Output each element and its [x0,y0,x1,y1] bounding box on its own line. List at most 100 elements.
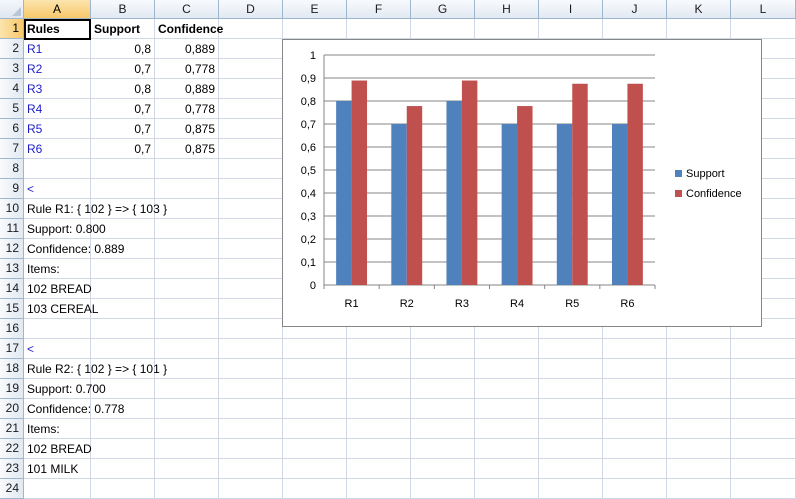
row-header-1[interactable]: 1 [0,19,24,39]
x-tick-label-r6: R6 [620,298,634,310]
cell-rule-r2[interactable]: R2 [27,62,43,76]
x-tick-label-r4: R4 [510,298,524,310]
row-header-23[interactable]: 23 [0,459,24,479]
cell-a18-text[interactable]: Rule R2: { 102 } => { 101 } [27,362,168,376]
row-header-24[interactable]: 24 [0,479,24,499]
row-header-12[interactable]: 12 [0,239,24,259]
x-tick-label-r3: R3 [455,298,469,310]
row-header-3[interactable]: 3 [0,59,24,79]
column-header-i[interactable]: I [539,0,603,19]
row-header-20[interactable]: 20 [0,399,24,419]
row-header-5[interactable]: 5 [0,99,24,119]
x-tick-label-r5: R5 [565,298,579,310]
row-header-4[interactable]: 4 [0,79,24,99]
row-header-10[interactable]: 10 [0,199,24,219]
cell-a19-text[interactable]: Support: 0.700 [27,382,106,396]
cell-support-r1[interactable]: 0,8 [134,42,151,56]
row-header-19[interactable]: 19 [0,379,24,399]
cell-a22-text[interactable]: 102 BREAD [27,442,92,456]
row-header-18[interactable]: 18 [0,359,24,379]
row-header-16[interactable]: 16 [0,319,24,339]
row-header-14[interactable]: 14 [0,279,24,299]
row-header-9[interactable]: 9 [0,179,24,199]
bar-confidence-r6 [627,83,643,285]
y-tick-label: 1 [310,50,316,62]
cell-support-r6[interactable]: 0,7 [134,142,151,156]
column-header-h[interactable]: H [475,0,539,19]
cell-support-r2[interactable]: 0,7 [134,62,151,76]
column-gridline [90,19,91,499]
cell-a23-text[interactable]: 101 MILK [27,462,79,476]
column-header-a[interactable]: A [24,0,91,19]
x-tick-label-r2: R2 [400,298,414,310]
y-tick-label: 0,1 [301,257,316,269]
cell-confidence-r2[interactable]: 0,778 [184,62,215,76]
row-header-7[interactable]: 7 [0,139,24,159]
row-header-13[interactable]: 13 [0,259,24,279]
cell-c1-header[interactable]: Confidence [158,22,224,36]
column-header-l[interactable]: L [731,0,796,19]
y-tick-label: 0,8 [301,96,316,108]
bar-support-r5 [556,124,573,285]
cell-support-r5[interactable]: 0,7 [134,122,151,136]
row-header-17[interactable]: 17 [0,339,24,359]
cell-rule-r3[interactable]: R3 [27,82,43,96]
column-gridline [218,19,219,499]
cell-a11-text[interactable]: Support: 0.800 [27,222,106,236]
cell-b1-header[interactable]: Support [94,22,140,36]
cell-rule-r6[interactable]: R6 [27,142,43,156]
column-header-b[interactable]: B [91,0,155,19]
column-header-c[interactable]: C [155,0,219,19]
cell-confidence-r3[interactable]: 0,889 [184,82,215,96]
bar-support-r1 [336,101,352,285]
column-header-e[interactable]: E [283,0,347,19]
row-header-6[interactable]: 6 [0,119,24,139]
y-tick-label: 0,2 [301,234,316,246]
cell-rule-r1[interactable]: R1 [27,42,43,56]
row-gridline [24,458,796,459]
column-header-g[interactable]: G [411,0,475,19]
cell-a14-text[interactable]: 102 BREAD [27,282,92,296]
row-gridline [24,38,796,39]
cell-support-r4[interactable]: 0,7 [134,102,151,116]
cell-a1-header[interactable]: Rules [27,22,60,36]
cell-a13-text[interactable]: Items: [27,262,60,276]
y-tick-label: 0 [310,280,316,292]
column-header-d[interactable]: D [219,0,283,19]
row-header-2[interactable]: 2 [0,39,24,59]
chart-legend[interactable]: Support Confidence [675,164,742,204]
bar-chart[interactable]: 0 0,1 0,2 0,3 0,4 0,5 0,6 0,7 0,8 0,9 1 R1 R2 R3 R4 R5 R… [282,39,762,327]
row-header-22[interactable]: 22 [0,439,24,459]
column-header-k[interactable]: K [667,0,731,19]
y-tick-label: 0,9 [301,73,316,85]
cell-a12-text[interactable]: Confidence: 0.889 [27,242,125,256]
column-header-j[interactable]: J [603,0,667,19]
cell-confidence-r1[interactable]: 0,889 [184,42,215,56]
cell-a9-text[interactable]: < [27,182,35,196]
cell-rule-r4[interactable]: R4 [27,102,43,116]
row-gridline [24,358,796,359]
y-tick-label: 0,3 [301,211,316,223]
row-header-11[interactable]: 11 [0,219,24,239]
row-header-15[interactable]: 15 [0,299,24,319]
select-all-corner[interactable] [0,0,24,19]
bar-support-r3 [446,101,462,285]
cell-confidence-r4[interactable]: 0,778 [184,102,215,116]
cell-a15-text[interactable]: 103 CEREAL [27,302,99,316]
cell-confidence-r5[interactable]: 0,875 [184,122,215,136]
cell-rule-r5[interactable]: R5 [27,122,43,136]
legend-item-support: Support [675,164,742,184]
active-cell-selection[interactable] [24,19,91,40]
column-header-f[interactable]: F [347,0,411,19]
bar-support-r4 [501,124,518,285]
cell-a10-text[interactable]: Rule R1: { 102 } => { 103 } [27,202,168,216]
cell-a20-text[interactable]: Confidence: 0.778 [27,402,125,416]
row-header-21[interactable]: 21 [0,419,24,439]
row-gridline [24,418,796,419]
bar-confidence-r3 [461,80,478,285]
cell-confidence-r6[interactable]: 0,875 [184,142,215,156]
cell-a21-text[interactable]: Items: [27,422,60,436]
row-header-8[interactable]: 8 [0,159,24,179]
cell-support-r3[interactable]: 0,8 [134,82,151,96]
cell-a17-text[interactable]: < [27,342,35,356]
